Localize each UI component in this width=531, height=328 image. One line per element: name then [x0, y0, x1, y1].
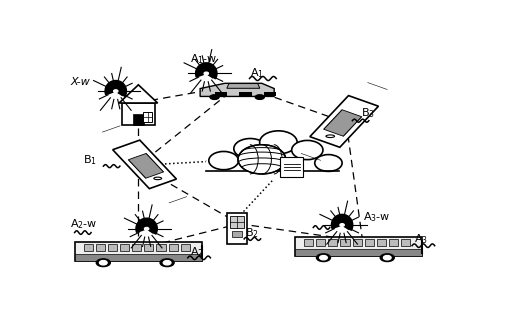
- Polygon shape: [129, 154, 164, 178]
- Polygon shape: [74, 255, 202, 261]
- Circle shape: [315, 154, 342, 172]
- Ellipse shape: [326, 135, 335, 137]
- Text: A$_1$: A$_1$: [250, 66, 263, 80]
- Polygon shape: [157, 244, 166, 251]
- Polygon shape: [324, 110, 362, 136]
- Circle shape: [340, 224, 344, 226]
- Polygon shape: [310, 95, 379, 147]
- Ellipse shape: [316, 254, 330, 261]
- Text: B$_1$: B$_1$: [83, 153, 97, 167]
- Ellipse shape: [99, 260, 107, 265]
- Polygon shape: [331, 215, 353, 230]
- Ellipse shape: [255, 95, 264, 99]
- Polygon shape: [365, 238, 374, 246]
- Polygon shape: [215, 92, 227, 96]
- Polygon shape: [119, 85, 158, 103]
- Text: A$_1$-w: A$_1$-w: [190, 52, 217, 66]
- Polygon shape: [295, 249, 422, 256]
- Ellipse shape: [154, 177, 161, 180]
- Polygon shape: [376, 238, 386, 246]
- Polygon shape: [105, 80, 126, 96]
- Ellipse shape: [160, 259, 174, 267]
- Polygon shape: [84, 244, 93, 251]
- Polygon shape: [143, 112, 152, 122]
- Polygon shape: [264, 92, 276, 96]
- Polygon shape: [200, 83, 274, 96]
- Polygon shape: [340, 238, 349, 246]
- Polygon shape: [121, 244, 130, 251]
- Polygon shape: [136, 218, 157, 234]
- Polygon shape: [401, 238, 410, 246]
- Ellipse shape: [163, 260, 171, 265]
- Polygon shape: [168, 244, 177, 251]
- Polygon shape: [227, 213, 247, 244]
- Text: A$_2$: A$_2$: [190, 245, 204, 259]
- Polygon shape: [280, 157, 303, 176]
- Polygon shape: [74, 242, 202, 261]
- Text: X-w: X-w: [71, 77, 90, 87]
- Circle shape: [114, 90, 118, 92]
- Ellipse shape: [96, 259, 110, 267]
- Ellipse shape: [383, 256, 391, 260]
- Polygon shape: [144, 244, 153, 251]
- Circle shape: [209, 152, 238, 170]
- Polygon shape: [230, 216, 244, 228]
- Polygon shape: [113, 140, 176, 189]
- Ellipse shape: [380, 254, 395, 261]
- Polygon shape: [316, 238, 326, 246]
- Polygon shape: [133, 114, 144, 125]
- Circle shape: [204, 72, 209, 75]
- Polygon shape: [108, 244, 117, 251]
- Text: A$_3$: A$_3$: [414, 233, 428, 246]
- Polygon shape: [96, 244, 105, 251]
- Text: A$_3$-w: A$_3$-w: [363, 210, 390, 224]
- Polygon shape: [353, 238, 362, 246]
- Text: B$_2$: B$_2$: [245, 226, 259, 240]
- Polygon shape: [232, 231, 242, 237]
- Polygon shape: [132, 244, 141, 251]
- Polygon shape: [295, 236, 422, 256]
- Ellipse shape: [320, 256, 327, 260]
- Polygon shape: [227, 84, 260, 88]
- Circle shape: [292, 140, 323, 160]
- Ellipse shape: [210, 95, 219, 99]
- Polygon shape: [389, 238, 398, 246]
- Polygon shape: [195, 63, 217, 79]
- Circle shape: [238, 145, 286, 174]
- Polygon shape: [304, 238, 313, 246]
- Polygon shape: [239, 92, 252, 96]
- Text: B$_3$: B$_3$: [361, 106, 374, 120]
- Circle shape: [260, 131, 297, 154]
- Circle shape: [234, 138, 267, 159]
- Polygon shape: [122, 103, 155, 125]
- Polygon shape: [329, 238, 338, 246]
- Polygon shape: [205, 161, 339, 175]
- Text: A$_2$-w: A$_2$-w: [71, 217, 98, 231]
- Circle shape: [144, 227, 149, 230]
- Polygon shape: [181, 244, 190, 251]
